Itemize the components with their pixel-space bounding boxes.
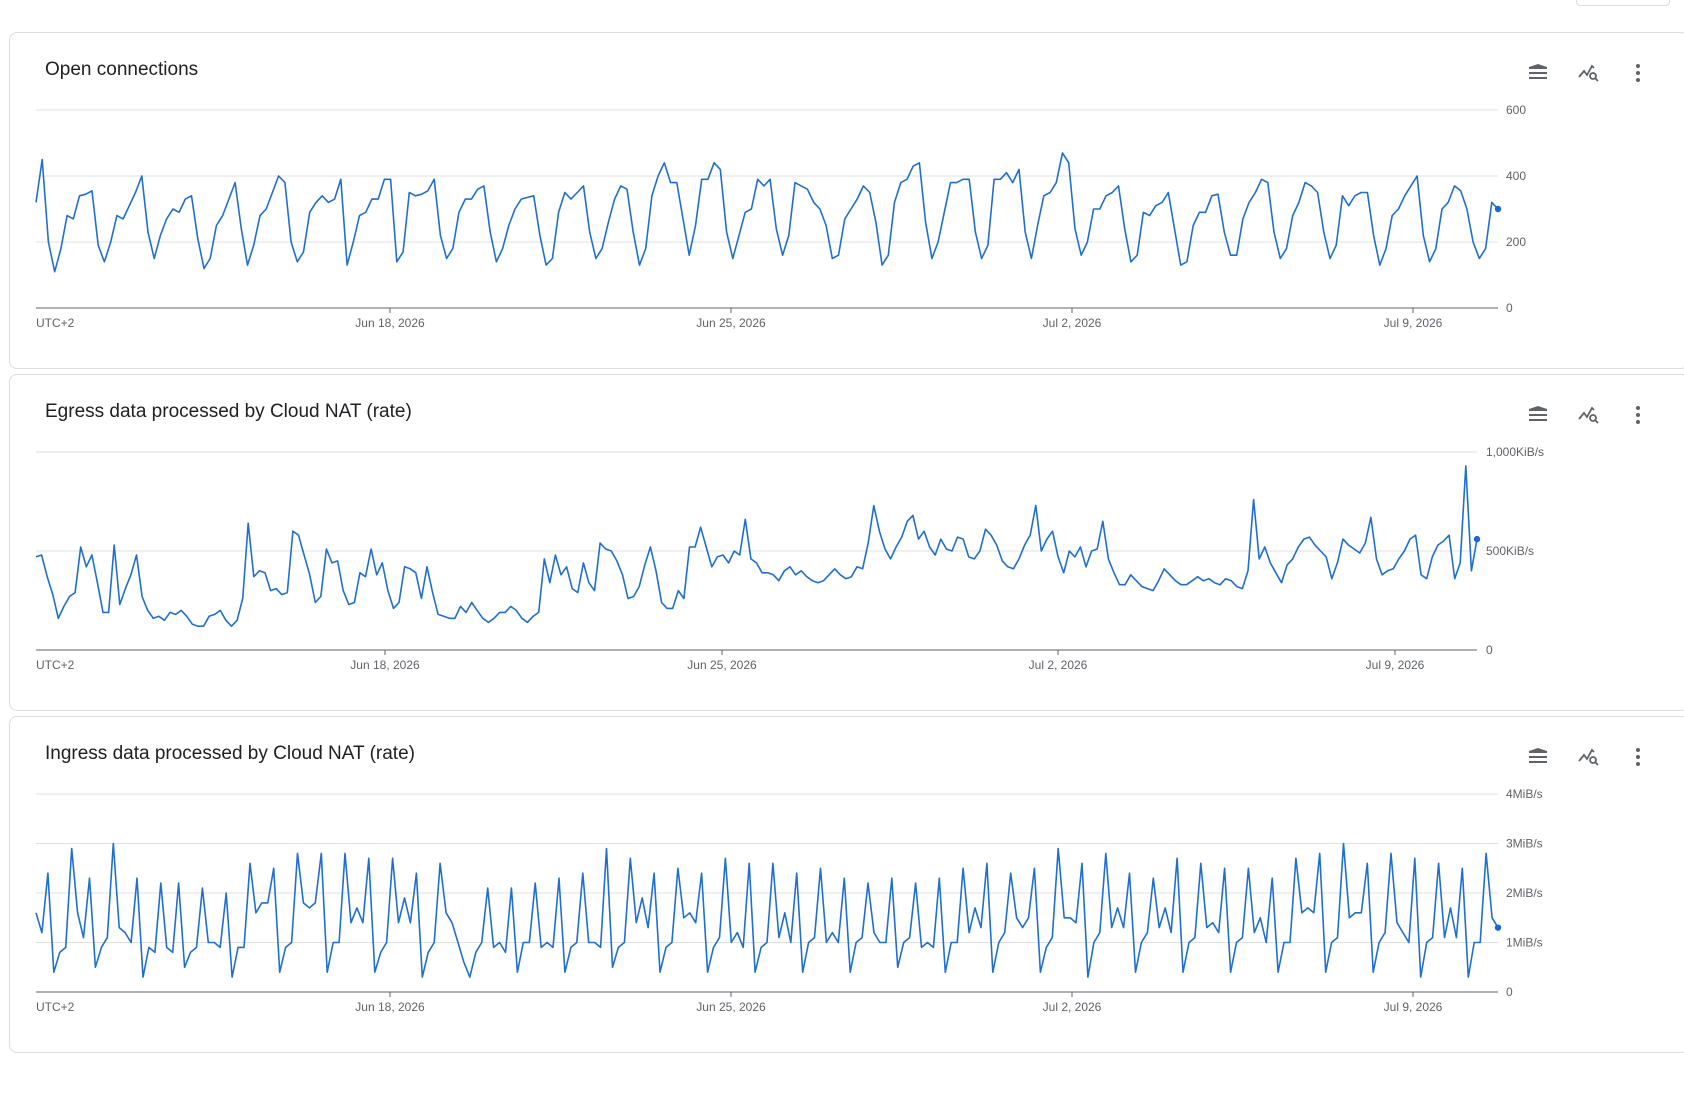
egress-card: Egress data processed by Cloud NAT (rate… bbox=[9, 374, 1684, 711]
x-tick-label: Jun 18, 2026 bbox=[355, 1000, 425, 1014]
explore-icon bbox=[1578, 406, 1599, 424]
timezone-label: UTC+2 bbox=[36, 658, 75, 672]
card-title: Open connections bbox=[45, 59, 199, 80]
legend-icon bbox=[1529, 406, 1547, 421]
latest-value-dot bbox=[1494, 205, 1502, 213]
x-tick-label: Jun 18, 2026 bbox=[350, 658, 420, 672]
timezone-label: UTC+2 bbox=[36, 1000, 75, 1014]
more-vert-icon bbox=[1636, 406, 1640, 424]
x-tick-label: Jun 25, 2026 bbox=[696, 316, 766, 330]
y-tick-label: 600 bbox=[1506, 103, 1526, 117]
x-tick-label: Jun 25, 2026 bbox=[696, 1000, 766, 1014]
y-tick-label: 4MiB/s bbox=[1506, 787, 1543, 801]
ingress-card: Ingress data processed by Cloud NAT (rat… bbox=[9, 716, 1684, 1053]
series-line bbox=[35, 152, 1499, 273]
x-tick-label: Jul 9, 2026 bbox=[1384, 1000, 1443, 1014]
y-tick-label: 0 bbox=[1506, 985, 1513, 999]
open-connections-card: Open connections 0 200 400 600 UTC+2 Jun 18, … bbox=[9, 32, 1684, 369]
x-tick-label: Jul 9, 2026 bbox=[1366, 658, 1425, 672]
more-vert-icon bbox=[1636, 748, 1640, 766]
explore-data-button[interactable] bbox=[1574, 59, 1602, 87]
y-tick-label: 1,000KiB/s bbox=[1486, 445, 1544, 459]
x-tick-label: Jun 25, 2026 bbox=[687, 658, 757, 672]
more-vert-icon bbox=[1636, 64, 1640, 82]
legend-icon bbox=[1529, 748, 1547, 763]
series-line bbox=[35, 842, 1499, 978]
legend-toggle-button[interactable] bbox=[1524, 401, 1552, 429]
y-tick-label: 500KiB/s bbox=[1486, 544, 1534, 558]
x-tick-label: Jul 2, 2026 bbox=[1043, 316, 1102, 330]
series-line bbox=[35, 465, 1478, 627]
legend-toggle-button[interactable] bbox=[1524, 59, 1552, 87]
y-tick-label: 0 bbox=[1486, 643, 1493, 657]
x-tick-label: Jul 2, 2026 bbox=[1043, 1000, 1102, 1014]
more-options-button[interactable] bbox=[1624, 59, 1652, 87]
explore-data-button[interactable] bbox=[1574, 401, 1602, 429]
x-tick-label: Jul 9, 2026 bbox=[1384, 316, 1443, 330]
top-right-button[interactable] bbox=[1576, 0, 1670, 6]
y-tick-label: 200 bbox=[1506, 235, 1526, 249]
card-title: Egress data processed by Cloud NAT (rate… bbox=[45, 401, 412, 422]
y-tick-label: 2MiB/s bbox=[1506, 886, 1543, 900]
x-tick-label: Jul 2, 2026 bbox=[1029, 658, 1088, 672]
latest-value-dot bbox=[1473, 535, 1481, 543]
open-connections-chart: 0 200 400 600 UTC+2 Jun 18, 2026 Jun 25, 2026 J… bbox=[35, 103, 1526, 330]
timezone-label: UTC+2 bbox=[36, 316, 75, 330]
latest-value-dot bbox=[1494, 924, 1502, 931]
explore-data-button[interactable] bbox=[1574, 743, 1602, 771]
y-tick-label: 0 bbox=[1506, 301, 1513, 315]
card-title: Ingress data processed by Cloud NAT (rat… bbox=[45, 743, 415, 764]
y-tick-label: 3MiB/s bbox=[1506, 837, 1543, 851]
more-options-button[interactable] bbox=[1624, 401, 1652, 429]
more-options-button[interactable] bbox=[1624, 743, 1652, 771]
explore-icon bbox=[1578, 748, 1599, 766]
ingress-chart: 0 1MiB/s 2MiB/s 3MiB/s 4MiB/s UTC+2 Jun 18, 20… bbox=[35, 787, 1543, 1014]
legend-toggle-button[interactable] bbox=[1524, 743, 1552, 771]
x-tick-label: Jun 18, 2026 bbox=[355, 316, 425, 330]
y-tick-label: 1MiB/s bbox=[1506, 936, 1543, 950]
y-tick-label: 400 bbox=[1506, 169, 1526, 183]
explore-icon bbox=[1578, 64, 1599, 82]
legend-icon bbox=[1529, 64, 1547, 79]
egress-chart: 0 500KiB/s 1,000KiB/s UTC+2 Jun 18, 2026 Jun … bbox=[35, 445, 1544, 672]
